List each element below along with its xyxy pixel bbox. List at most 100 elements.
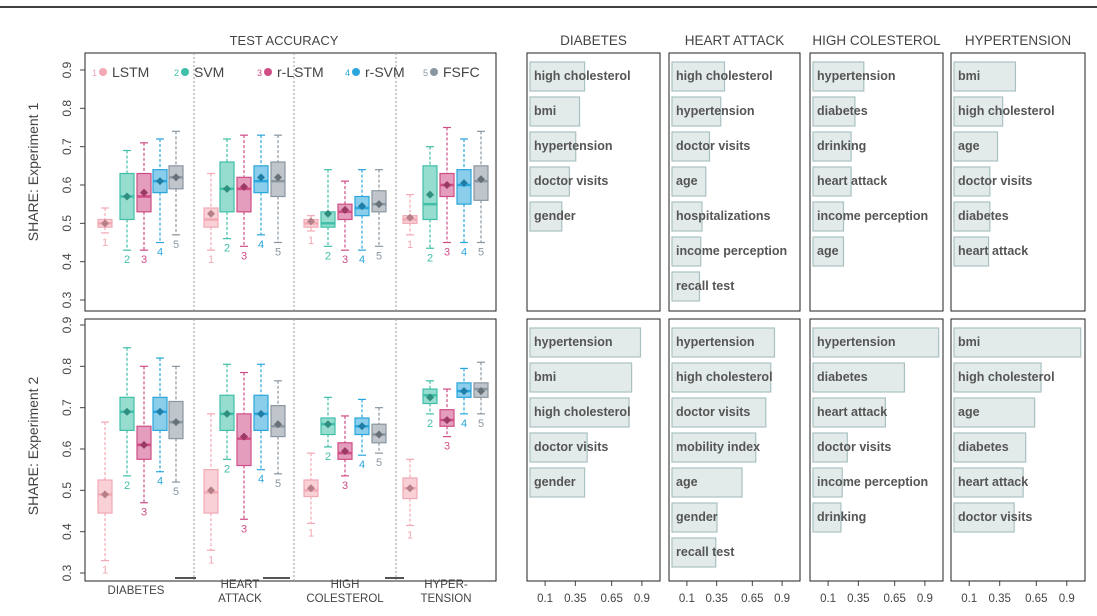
- box-index-label: 2: [124, 254, 130, 266]
- box-index-label: 4: [157, 247, 163, 259]
- bar: [812, 236, 845, 267]
- x-tick-label: 0.65: [600, 593, 622, 605]
- bar: [529, 201, 563, 232]
- box-mean-marker: [101, 490, 109, 499]
- bar-label: bmi: [534, 104, 556, 118]
- box-index-label: 5: [376, 250, 382, 262]
- bar-label: diabetes: [958, 209, 1009, 223]
- legend-label: r-LSTM: [277, 64, 324, 80]
- bar-label: diabetes: [817, 370, 868, 384]
- legend-swatch: [264, 68, 272, 76]
- box-index-label: 3: [444, 247, 450, 259]
- box-r-SVM: 4: [152, 138, 168, 259]
- bar: [671, 271, 701, 302]
- bar-panel-title: HYPERTENSION: [965, 33, 1071, 48]
- bar-label: age: [958, 405, 980, 419]
- legend-label: LSTM: [112, 64, 149, 80]
- bar: [812, 467, 843, 498]
- bar: [529, 467, 586, 498]
- box-r-SVM: 4: [152, 357, 168, 488]
- box-index-label: 1: [308, 235, 314, 247]
- box-index-label: 5: [173, 486, 179, 498]
- box-index-label: 1: [407, 529, 413, 541]
- bar-panel-2-2: hypertension high cholesterol doctor visit…: [668, 318, 801, 582]
- x-tick-label: 0.65: [1025, 593, 1047, 605]
- bar: [529, 131, 577, 162]
- bar-panel-frame: [668, 318, 801, 582]
- x-tick-label: 0.35: [847, 593, 869, 605]
- box-SVM: 2: [119, 347, 135, 492]
- bar-label: diabetes: [958, 440, 1009, 454]
- bar: [671, 502, 718, 533]
- bar: [671, 327, 776, 358]
- y-tick-label: 0.5: [60, 482, 74, 499]
- legend-swatch: [99, 68, 107, 76]
- bar-panel-2-3: hypertension diabetes heart attack doctor v…: [809, 318, 944, 582]
- box-mean-marker: [375, 430, 383, 439]
- box-r-LSTM: 3: [337, 180, 353, 266]
- bar: [529, 61, 586, 92]
- row-label-2: SHARE: Experiment 2: [25, 377, 41, 516]
- box-index-label: 2: [224, 243, 230, 255]
- bar: [812, 362, 906, 393]
- bar: [812, 96, 856, 127]
- bar: [953, 362, 1042, 393]
- bar-panel-frame: [526, 318, 661, 582]
- box-mean-marker: [240, 182, 248, 191]
- box-mean-marker: [240, 432, 248, 441]
- bar-panel-frame: [668, 52, 801, 312]
- box-index-label: 3: [141, 507, 147, 519]
- row-label-1: SHARE: Experiment 1: [25, 103, 41, 242]
- box-iqr: [236, 176, 252, 213]
- bar: [953, 327, 1082, 358]
- bar-label: hospitalizations: [676, 209, 771, 223]
- bar: [671, 131, 711, 162]
- y-tick-label: 0.4: [60, 253, 74, 270]
- group-label: TENSION: [420, 593, 471, 605]
- y-tick-label: 0.9: [60, 316, 74, 333]
- bar-panel-title: HIGH COLESTEROL: [812, 33, 941, 48]
- bar-label: age: [958, 139, 980, 153]
- box-mean-marker: [307, 217, 315, 226]
- x-tick-label: 0.9: [774, 593, 790, 605]
- bar-label: high cholesterol: [676, 370, 773, 384]
- box-index-label: 4: [461, 418, 467, 430]
- box-r-SVM: 4: [456, 367, 472, 430]
- y-tick-label: 0.3: [60, 564, 74, 581]
- bar: [953, 236, 990, 267]
- bar: [812, 201, 845, 232]
- box-index-label: 3: [241, 250, 247, 262]
- box-index-label: 3: [141, 254, 147, 266]
- group-label: HIGH: [331, 579, 360, 591]
- bar-label: gender: [676, 510, 718, 524]
- bar-label: age: [817, 244, 839, 258]
- bar-label: age: [676, 475, 698, 489]
- box-LSTM: 1: [402, 458, 418, 541]
- box-mean-marker: [274, 173, 282, 182]
- box-SVM: 2: [320, 396, 336, 463]
- bar-label: heart attack: [958, 475, 1028, 489]
- box-mean-marker: [172, 173, 180, 182]
- bar-label: income perception: [817, 475, 928, 489]
- box-mean-marker: [156, 407, 164, 416]
- box-mean-marker: [406, 213, 414, 222]
- y-tick-label: 0.4: [60, 523, 74, 540]
- x-tick-label: 0.1: [820, 593, 836, 605]
- box-mean-marker: [375, 200, 383, 209]
- box-index-label: 5: [478, 247, 484, 259]
- bar-label: high cholesterol: [676, 69, 773, 83]
- y-tick-label: 0.6: [60, 176, 74, 193]
- box-r-LSTM: 3: [236, 371, 252, 535]
- box-index-label: 2: [124, 480, 130, 492]
- bar: [671, 432, 757, 463]
- bar: [529, 166, 570, 197]
- box-mean-marker: [307, 484, 315, 493]
- box-mean-marker: [426, 393, 434, 402]
- box-mean-marker: [140, 188, 148, 197]
- bar-label: hypertension: [817, 69, 896, 83]
- bar: [671, 61, 726, 92]
- bar: [812, 61, 865, 92]
- box-index-label: 4: [258, 239, 264, 251]
- box-r-SVM: 4: [253, 134, 269, 251]
- box-LSTM: 1: [97, 421, 113, 577]
